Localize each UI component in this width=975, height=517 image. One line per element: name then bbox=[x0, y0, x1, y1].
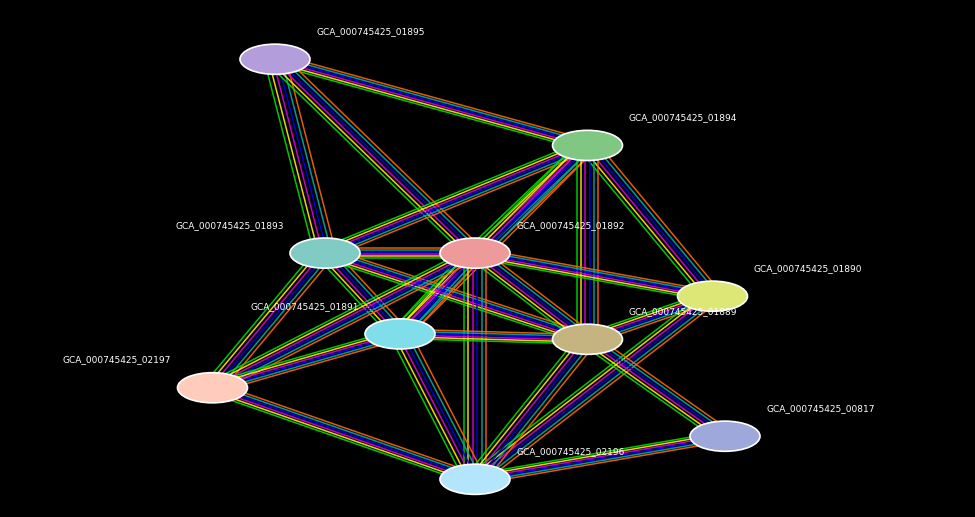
Text: GCA_000745425_01890: GCA_000745425_01890 bbox=[754, 264, 862, 273]
Text: GCA_000745425_01889: GCA_000745425_01889 bbox=[629, 307, 737, 316]
Circle shape bbox=[365, 319, 435, 349]
Text: GCA_000745425_01893: GCA_000745425_01893 bbox=[176, 221, 284, 230]
Circle shape bbox=[678, 281, 748, 311]
Text: GCA_000745425_01891: GCA_000745425_01891 bbox=[251, 302, 359, 311]
Circle shape bbox=[240, 44, 310, 74]
Circle shape bbox=[290, 238, 360, 268]
Circle shape bbox=[177, 373, 248, 403]
Text: GCA_000745425_01894: GCA_000745425_01894 bbox=[629, 113, 737, 122]
Circle shape bbox=[553, 130, 622, 160]
Circle shape bbox=[553, 324, 622, 354]
Text: GCA_000745425_01892: GCA_000745425_01892 bbox=[516, 221, 625, 230]
Text: GCA_000745425_01895: GCA_000745425_01895 bbox=[316, 27, 425, 36]
Circle shape bbox=[690, 421, 760, 451]
Text: GCA_000745425_00817: GCA_000745425_00817 bbox=[766, 404, 875, 413]
Circle shape bbox=[440, 464, 510, 494]
Circle shape bbox=[440, 238, 510, 268]
Text: GCA_000745425_02196: GCA_000745425_02196 bbox=[516, 447, 625, 456]
Text: GCA_000745425_02197: GCA_000745425_02197 bbox=[62, 356, 172, 364]
